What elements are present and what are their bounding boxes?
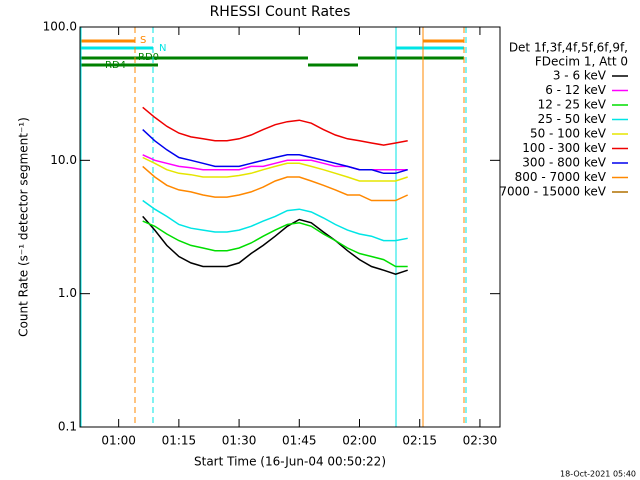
y-tick-label: 0.1 — [58, 420, 77, 434]
plot-frame — [79, 26, 501, 428]
x-tick-label: 01:30 — [222, 434, 257, 448]
y-tick-label: 10.0 — [50, 153, 77, 167]
x-axis-title: Start Time (16-Jun-04 00:50:22) — [194, 455, 386, 469]
flag-label: RD0 — [138, 52, 159, 63]
legend-label: 25 - 50 keV — [538, 112, 607, 126]
legend-label: 6 - 12 keV — [545, 83, 607, 97]
legend-label: 50 - 100 keV — [530, 127, 607, 141]
y-axis-title: Count Rate (s⁻¹ detector segment⁻¹) — [17, 117, 31, 337]
series-line — [142, 165, 409, 202]
legend-header: FDecim 1, Att 0 — [535, 55, 628, 69]
legend-label: 100 - 300 keV — [522, 141, 606, 155]
legend-label: 3 - 6 keV — [553, 69, 607, 83]
series-line — [142, 156, 408, 182]
series-line — [142, 106, 408, 146]
flag-bars — [80, 39, 464, 67]
legend-label: 12 - 25 keV — [538, 98, 607, 112]
legend-header: Det 1f,3f,4f,5f,6f,9f, — [509, 41, 628, 55]
x-tick-label: 02:15 — [402, 434, 437, 448]
flag-label: S — [140, 35, 146, 46]
x-tick-label: 02:00 — [342, 434, 377, 448]
legend-label: 800 - 7000 keV — [515, 170, 607, 184]
x-tick-label: 01:45 — [282, 434, 317, 448]
flag-label: N — [159, 43, 166, 54]
y-tick-label: 100.0 — [43, 20, 77, 34]
x-tick-label: 02:30 — [463, 434, 498, 448]
chart-title: RHESSI Count Rates — [210, 4, 351, 20]
legend-label: 300 - 800 keV — [522, 156, 606, 170]
series-line — [142, 129, 408, 175]
footer: 18-Oct-2021 05:40 — [560, 470, 636, 479]
series-line — [142, 220, 408, 268]
series-line — [142, 199, 408, 242]
x-tick-label: 01:15 — [162, 434, 197, 448]
y-tick-label: 1.0 — [58, 286, 77, 300]
legend-label: 7000 - 15000 keV — [499, 185, 606, 199]
flag-label: RD4 — [105, 60, 126, 71]
series-line — [142, 215, 408, 275]
x-tick-label: 01:00 — [101, 434, 136, 448]
